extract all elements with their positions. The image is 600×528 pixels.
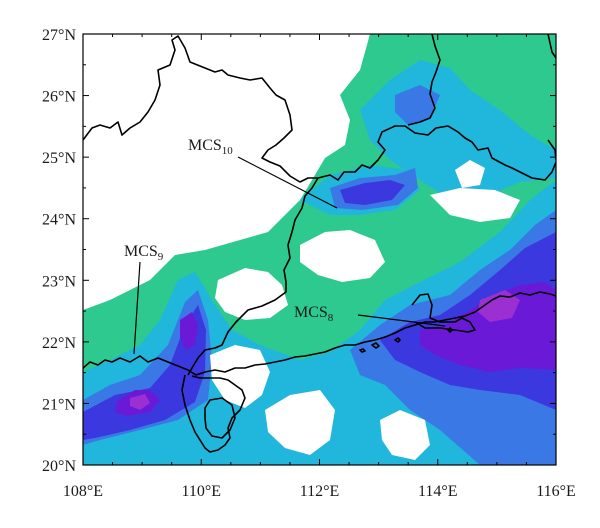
mcs8-leader-line — [357, 314, 446, 327]
y-tick-label: 25°N — [42, 150, 76, 167]
mcs10-leader-line — [237, 156, 338, 209]
province-border — [187, 177, 319, 376]
mcs8-label-base: MCS — [294, 304, 328, 321]
province-border — [83, 35, 556, 183]
mcs9-label-base: MCS — [124, 243, 158, 260]
x-tick-label: 110°E — [181, 483, 221, 500]
contour-level-4 — [83, 180, 556, 440]
mcs9-leader-line — [133, 261, 141, 355]
x-tick-label: 108°E — [63, 483, 103, 500]
mcs10-label-base: MCS — [188, 137, 222, 154]
no-rain-area — [455, 160, 485, 188]
mcs10-label-sub: 10 — [222, 145, 234, 157]
x-tick-label: 114°E — [418, 483, 458, 500]
no-rain-areas — [83, 34, 520, 460]
contour-level-6 — [130, 290, 520, 410]
y-tick-label: 20°N — [42, 458, 76, 475]
mcs8-label: MCS8 — [294, 304, 334, 324]
province-border — [547, 34, 556, 59]
y-tick-label: 26°N — [42, 89, 76, 106]
coastline — [181, 374, 246, 453]
y-tick-label: 22°N — [42, 335, 76, 352]
y-tick-label: 21°N — [42, 396, 76, 413]
mcs9-label: MCS9 — [124, 243, 164, 263]
no-rain-area — [300, 230, 385, 282]
no-rain-area — [83, 34, 370, 285]
no-rain-area — [210, 345, 270, 408]
y-tick-label: 27°N — [42, 27, 76, 44]
province-border — [407, 34, 441, 126]
annotation-labels: MCS10 MCS9 MCS8 — [124, 137, 334, 324]
no-rain-area — [265, 390, 335, 455]
mcs10-label: MCS10 — [188, 137, 233, 157]
mcs8-label-sub: 8 — [328, 312, 334, 324]
y-tick-label: 24°N — [42, 212, 76, 229]
annotation-leaders — [133, 156, 446, 355]
no-rain-area — [215, 268, 288, 320]
coastline — [83, 291, 556, 376]
no-rain-area — [380, 410, 430, 460]
y-tick-label: 23°N — [42, 273, 76, 290]
x-tick-label: 112°E — [300, 483, 340, 500]
island — [359, 327, 453, 353]
no-rain-area — [83, 34, 175, 148]
no-rain-area — [430, 188, 520, 222]
x-tick-label: 116°E — [536, 483, 576, 500]
axis-ticks: 108°E 110°E 112°E 114°E 116°E 20°N 21°N 22°N 23°… — [42, 27, 576, 500]
boundary-lines — [83, 34, 556, 453]
coastline — [204, 397, 236, 439]
mcs9-label-sub: 9 — [158, 251, 164, 263]
province-border — [411, 293, 476, 333]
